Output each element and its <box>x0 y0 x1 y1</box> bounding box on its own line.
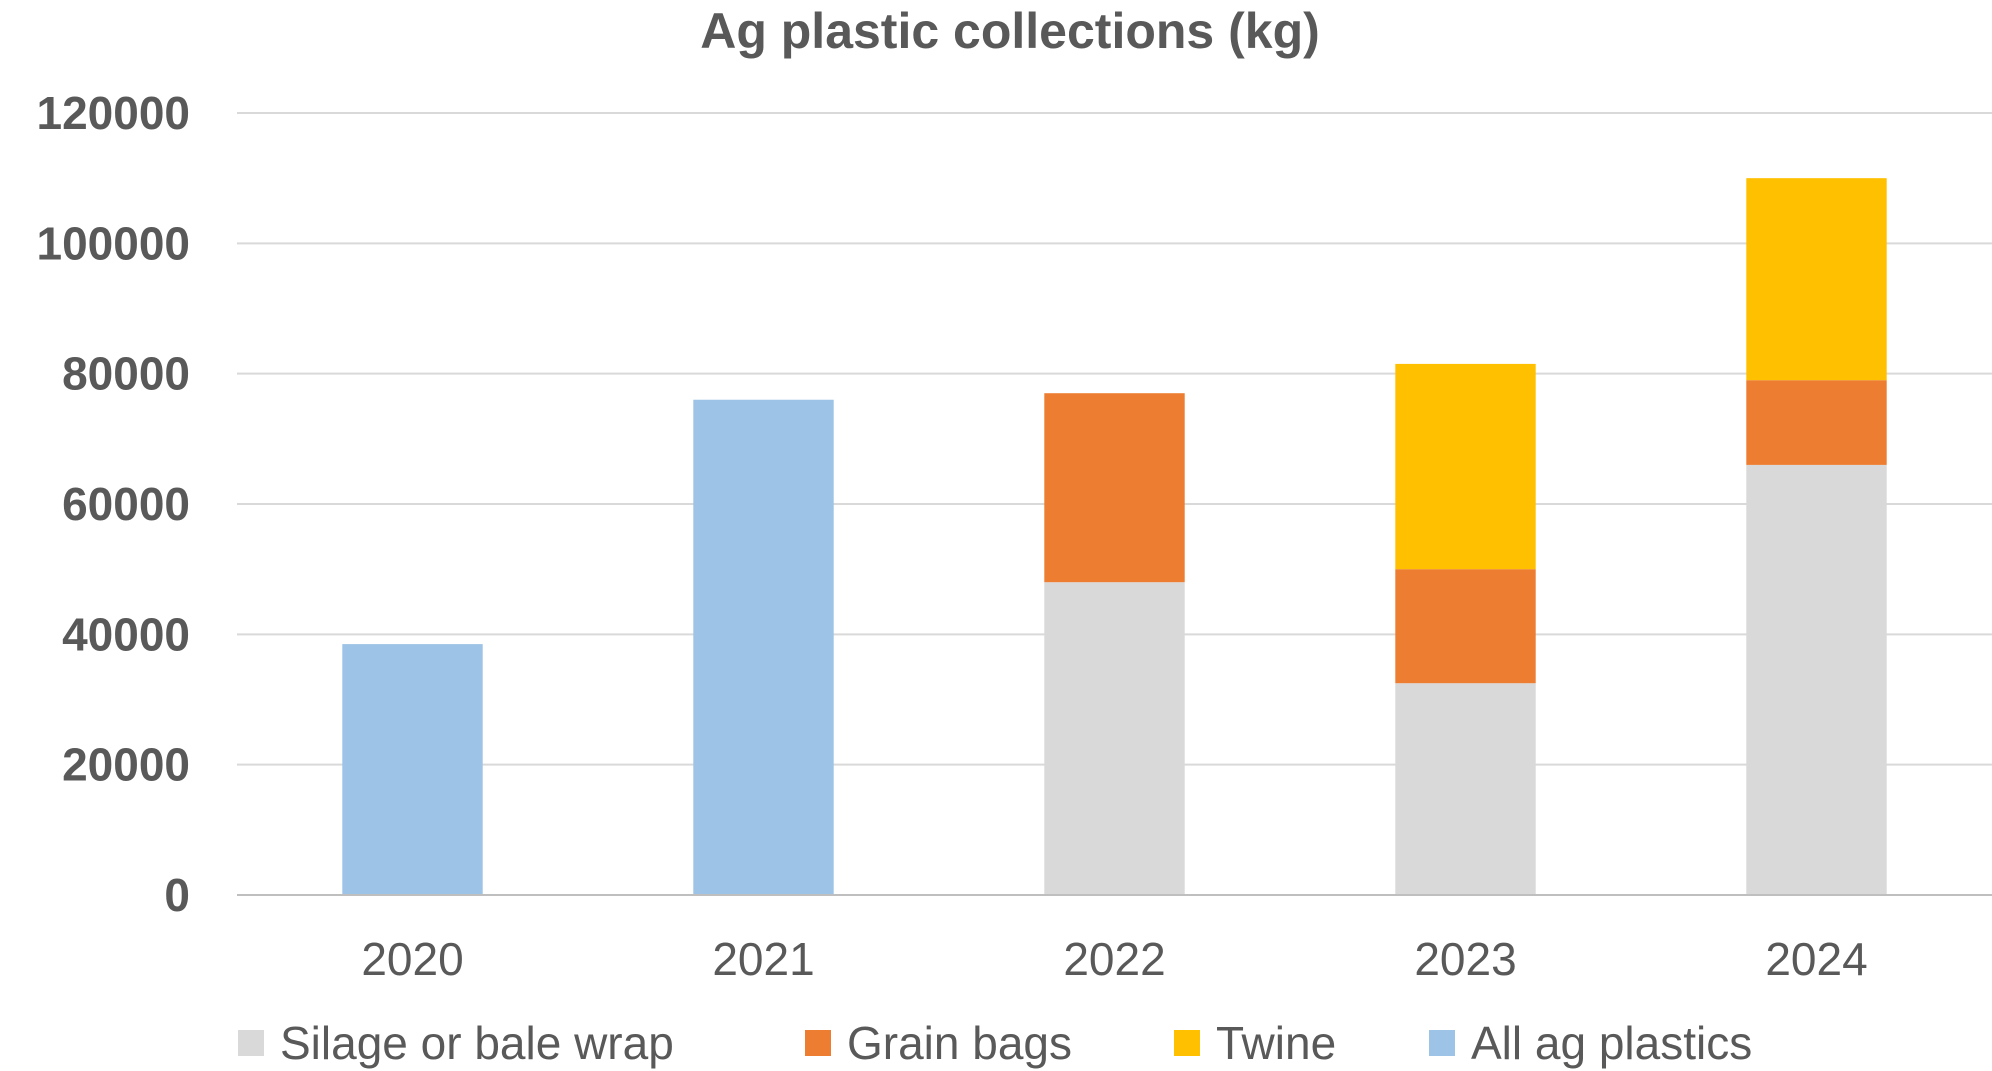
x-tick-label: 2022 <box>1063 933 1165 985</box>
bar-2022-series-1 <box>1044 393 1185 583</box>
bar-2021-series-3 <box>693 399 834 895</box>
legend-label: Silage or bale wrap <box>280 1017 674 1069</box>
legend-swatch <box>1174 1030 1200 1056</box>
y-tick-label: 80000 <box>62 348 190 400</box>
bar-2024-series-2 <box>1746 178 1887 381</box>
y-tick-label: 100000 <box>37 217 191 269</box>
bar-2024-series-1 <box>1746 380 1887 465</box>
y-axis-ticks: 0 20000 40000 60000 80000 100000 120000 <box>37 87 191 921</box>
chart-title: Ag plastic collections (kg) <box>700 3 1320 59</box>
legend: Silage or bale wrap Grain bags Twine All ag… <box>238 1017 1752 1069</box>
y-tick-label: 60000 <box>62 478 190 530</box>
y-tick-label: 0 <box>164 869 190 921</box>
y-tick-label: 20000 <box>62 739 190 791</box>
x-tick-label: 2023 <box>1414 933 1516 985</box>
x-axis-ticks: 2020 2021 2022 2023 2024 <box>361 933 1867 985</box>
bar-2023-series-2 <box>1395 363 1536 570</box>
legend-swatch <box>238 1030 264 1056</box>
bar-2023-series-0 <box>1395 683 1536 895</box>
legend-swatch <box>805 1030 831 1056</box>
x-tick-label: 2020 <box>361 933 463 985</box>
x-tick-label: 2024 <box>1765 933 1867 985</box>
bar-2024-series-0 <box>1746 464 1887 895</box>
legend-swatch <box>1429 1030 1455 1056</box>
x-tick-label: 2021 <box>712 933 814 985</box>
bars <box>342 178 1887 895</box>
bar-2023-series-1 <box>1395 569 1536 684</box>
legend-label: All ag plastics <box>1471 1017 1752 1069</box>
bar-2020-series-3 <box>342 644 483 895</box>
y-tick-label: 40000 <box>62 608 190 660</box>
y-tick-label: 120000 <box>37 87 191 139</box>
legend-label: Grain bags <box>847 1017 1072 1069</box>
bar-2022-series-0 <box>1044 582 1185 895</box>
legend-label: Twine <box>1216 1017 1336 1069</box>
